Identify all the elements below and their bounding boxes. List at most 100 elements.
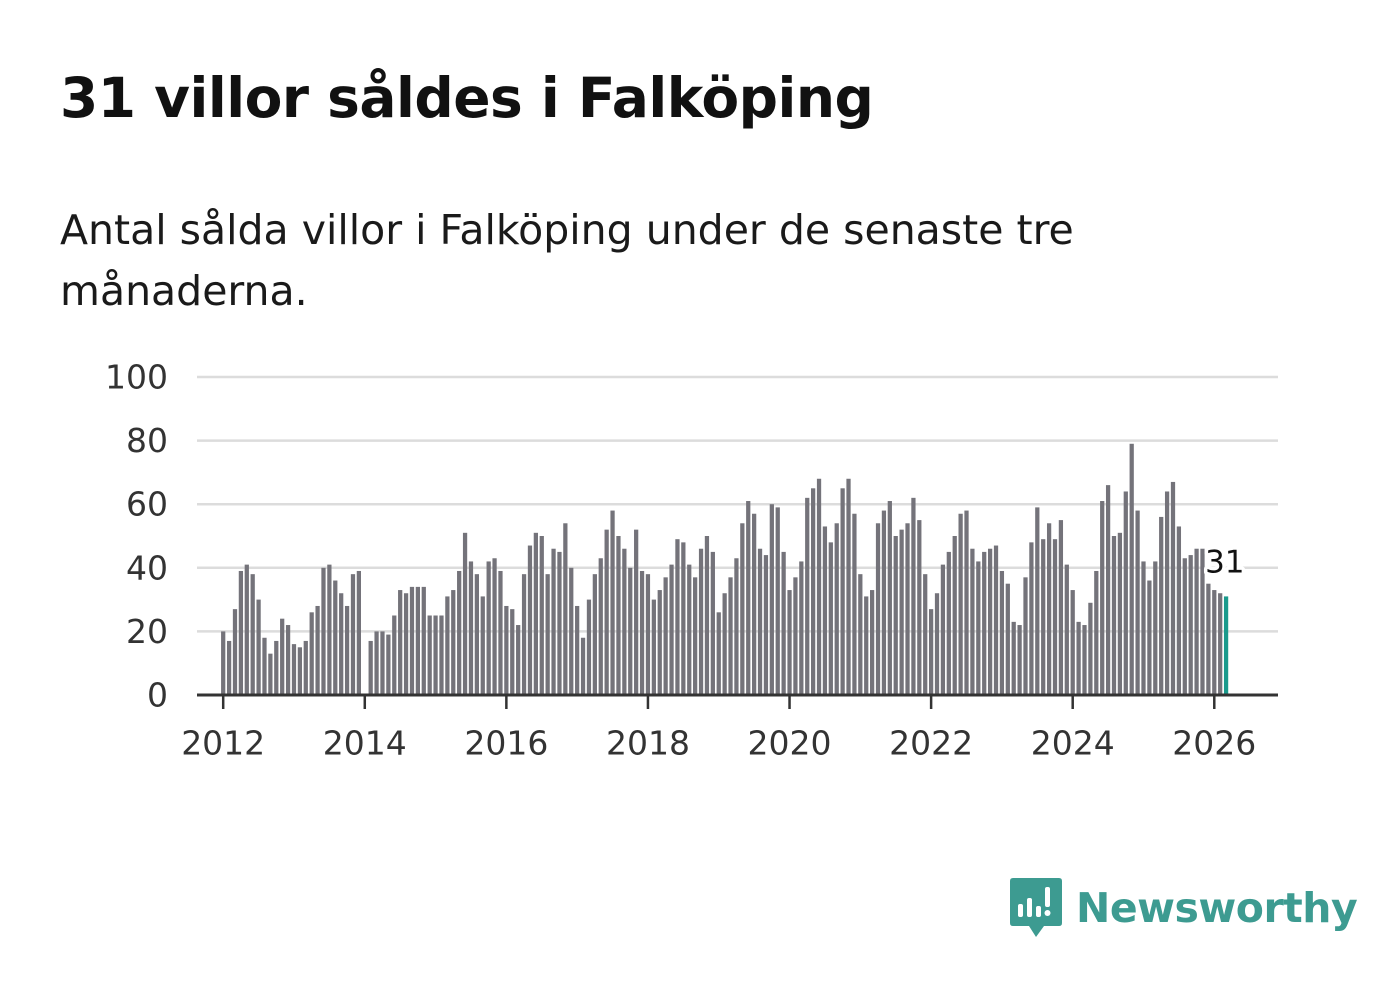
bar [280, 618, 285, 695]
bar [1088, 602, 1093, 695]
bar [309, 612, 314, 695]
bar [516, 625, 521, 695]
bar [1100, 501, 1105, 695]
bar [1141, 561, 1146, 695]
y-tick-label: 60 [126, 485, 168, 524]
brand-name: Newsworthy [1076, 884, 1358, 932]
bar [639, 570, 645, 695]
chart-title: 31 villor såldes i Falköping [60, 66, 874, 130]
bar [840, 488, 845, 695]
bar [315, 605, 320, 695]
highlight-value-label: 31 [1205, 544, 1244, 580]
bar [1135, 510, 1140, 695]
bar [822, 526, 828, 695]
bar [539, 536, 544, 695]
bar [905, 523, 910, 695]
bar [816, 478, 822, 695]
y-tick-label: 20 [126, 612, 168, 651]
bar [1064, 564, 1069, 695]
bar [976, 561, 981, 695]
bar [669, 564, 674, 695]
bar [403, 593, 409, 695]
bar [1011, 621, 1016, 695]
axes [197, 693, 1278, 709]
bar [533, 532, 538, 695]
bar [657, 590, 662, 695]
bar [616, 536, 621, 695]
bar [586, 599, 592, 695]
bar [504, 605, 509, 695]
x-tick-label: 2026 [1172, 724, 1256, 763]
bar [634, 529, 639, 695]
bar [445, 596, 450, 695]
bar [221, 631, 226, 695]
bar [1194, 548, 1199, 695]
bar [982, 551, 987, 695]
bar [604, 529, 609, 695]
bar [1070, 590, 1075, 695]
bar [746, 501, 751, 695]
bar [521, 574, 527, 695]
bar [775, 507, 780, 695]
bar [356, 570, 361, 695]
bar [457, 570, 462, 695]
bar [374, 631, 379, 695]
bar [1082, 625, 1087, 695]
bar [946, 551, 951, 695]
bar [1153, 561, 1158, 695]
bar [1029, 542, 1034, 695]
bar [1094, 570, 1099, 695]
bar [740, 523, 745, 695]
bar [1123, 491, 1128, 695]
labels: 0 20 40 60 80 100 2012 2014 2016 2018 2020 2022 2024… [105, 358, 1256, 763]
bar [704, 536, 710, 695]
bar [474, 574, 479, 695]
bar [510, 609, 515, 695]
bar [687, 564, 692, 695]
bar [852, 513, 857, 695]
bar [698, 548, 704, 695]
bar [917, 520, 922, 695]
y-tick-label: 0 [147, 676, 168, 715]
bar [834, 523, 839, 695]
bar [321, 567, 326, 695]
bar [722, 593, 727, 695]
bar [451, 590, 456, 695]
bar [887, 501, 892, 695]
bar [433, 615, 438, 695]
bar [799, 561, 804, 695]
bar [333, 580, 338, 695]
bar [811, 488, 816, 695]
bar [757, 548, 763, 695]
x-tick-label: 2024 [1031, 724, 1115, 763]
bar [805, 497, 810, 695]
bar [911, 497, 916, 695]
bar [728, 577, 733, 695]
bar [993, 545, 999, 695]
bar [415, 586, 420, 695]
bar [262, 637, 267, 695]
bar [244, 564, 249, 695]
bar [858, 574, 863, 695]
bar [462, 532, 468, 695]
bars [221, 443, 1229, 695]
bar [1111, 536, 1117, 695]
bar [380, 631, 385, 695]
bar [663, 577, 668, 695]
bar [297, 647, 303, 695]
bar [492, 558, 497, 695]
bar [763, 555, 769, 695]
bar [1005, 583, 1010, 695]
chart-subtitle: Antal sålda villor i Falköping under de … [60, 206, 1074, 315]
bar [940, 564, 946, 695]
bar [545, 574, 550, 695]
bar [398, 590, 403, 695]
bar [291, 644, 297, 695]
y-tick-label: 40 [126, 548, 168, 587]
x-tick-label: 2022 [889, 724, 973, 763]
bar [781, 551, 786, 695]
bar [1200, 548, 1205, 695]
x-tick-label: 2012 [181, 724, 265, 763]
bar [274, 640, 279, 695]
